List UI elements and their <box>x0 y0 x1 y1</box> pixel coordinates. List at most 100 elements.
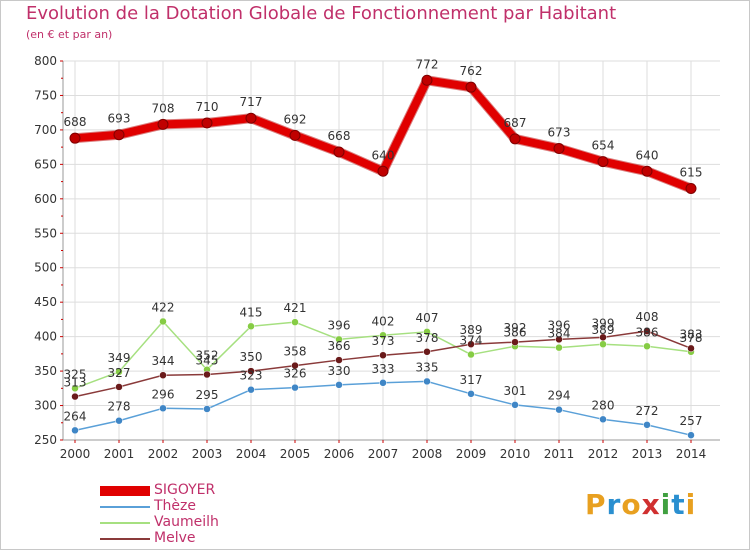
data-point-melve <box>291 361 299 370</box>
data-point-melve <box>335 356 343 364</box>
data-label: 317 <box>460 373 483 387</box>
data-label: 378 <box>416 331 439 345</box>
data-label: 668 <box>328 129 351 143</box>
data-point-sigoyer <box>553 143 565 155</box>
data-point-sigoyer <box>333 146 345 158</box>
data-point-theze <box>71 426 79 435</box>
data-point-melve <box>115 383 123 391</box>
data-point-theze <box>423 377 431 386</box>
data-point-melve <box>687 344 695 353</box>
data-point-theze <box>467 390 475 398</box>
legend-swatch-vaumeilh <box>100 522 150 524</box>
data-label: 374 <box>460 334 483 348</box>
y-tick-label: 500 <box>34 261 57 275</box>
legend-swatch-sigoyer <box>100 486 150 496</box>
x-tick-label: 2001 <box>104 447 135 461</box>
data-label: 673 <box>548 126 571 140</box>
data-label: 313 <box>64 376 87 390</box>
data-label: 278 <box>108 400 131 414</box>
data-point-melve <box>643 327 651 335</box>
data-label: 717 <box>240 95 263 109</box>
logo-letter: x <box>641 488 661 521</box>
y-tick-label: 450 <box>34 295 57 309</box>
data-point-melve <box>423 348 431 356</box>
data-point-theze <box>291 383 299 392</box>
data-label: 710 <box>196 100 219 114</box>
data-label: 762 <box>460 64 483 78</box>
legend-swatch-melve <box>100 538 150 540</box>
data-point-vaumeilh <box>555 343 563 352</box>
legend-label-vaumeilh: Vaumeilh <box>154 514 219 530</box>
data-point-melve <box>467 340 475 348</box>
x-tick-label: 2011 <box>544 447 575 461</box>
data-label: 272 <box>636 404 659 418</box>
data-point-vaumeilh <box>467 350 475 359</box>
data-label: 693 <box>108 112 131 126</box>
y-tick-label: 700 <box>34 123 57 137</box>
data-point-sigoyer <box>69 132 81 144</box>
data-point-theze <box>247 385 255 394</box>
x-tick-label: 2006 <box>324 447 355 461</box>
data-label: 378 <box>680 331 703 345</box>
data-label: 422 <box>152 300 175 314</box>
data-label: 301 <box>504 384 527 398</box>
y-tick-label: 750 <box>34 88 57 102</box>
data-label: 389 <box>592 323 615 337</box>
data-point-theze <box>379 379 387 387</box>
data-label: 640 <box>372 148 395 162</box>
logo-letter: r <box>606 488 622 521</box>
data-point-vaumeilh <box>71 384 79 393</box>
x-tick-label: 2000 <box>60 447 91 461</box>
data-point-melve <box>379 351 387 359</box>
logo-letter: i <box>660 488 672 521</box>
data-point-theze <box>687 431 695 439</box>
y-tick-label: 250 <box>34 433 57 447</box>
data-label: 384 <box>548 327 571 341</box>
data-label: 335 <box>416 360 439 374</box>
data-point-theze <box>555 405 563 414</box>
data-point-sigoyer <box>421 74 433 86</box>
logo-letter: t <box>671 488 686 521</box>
x-tick-label: 2003 <box>192 447 223 461</box>
data-point-sigoyer <box>641 165 653 177</box>
x-tick-label: 2005 <box>280 447 311 461</box>
chart-title: Evolution de la Dotation Globale de Fonc… <box>26 3 617 24</box>
data-point-vaumeilh <box>643 342 651 351</box>
logo-letter: P <box>585 488 607 521</box>
data-point-melve <box>203 370 211 379</box>
data-point-theze <box>335 381 343 389</box>
chart-subtitle: (en € et par an) <box>26 28 113 41</box>
data-label: 350 <box>240 350 263 364</box>
data-point-sigoyer <box>289 129 301 141</box>
data-label: 352 <box>196 349 219 363</box>
data-point-sigoyer <box>157 118 169 130</box>
data-label: 358 <box>284 345 307 359</box>
data-point-vaumeilh <box>291 318 299 326</box>
y-tick-label: 550 <box>34 226 57 240</box>
data-point-sigoyer <box>245 112 257 124</box>
data-point-theze <box>115 416 123 425</box>
y-tick-label: 300 <box>34 399 57 413</box>
data-point-theze <box>203 405 211 413</box>
data-point-sigoyer <box>509 133 521 145</box>
data-point-theze <box>643 421 651 429</box>
data-point-sigoyer <box>113 129 125 141</box>
x-tick-label: 2010 <box>500 447 531 461</box>
logo-letter: i <box>685 488 697 521</box>
data-label: 327 <box>108 366 131 380</box>
data-point-sigoyer <box>597 156 609 168</box>
data-point-vaumeilh <box>379 331 387 340</box>
data-label: 415 <box>240 305 263 319</box>
data-label: 349 <box>108 351 131 365</box>
data-point-melve <box>71 392 79 401</box>
data-label: 323 <box>240 369 263 383</box>
data-label: 326 <box>284 367 307 381</box>
legend-label-melve: Melve <box>154 530 196 546</box>
data-label: 396 <box>548 318 571 332</box>
data-point-melve <box>599 333 607 342</box>
data-label: 264 <box>64 409 87 423</box>
data-label: 373 <box>372 334 395 348</box>
data-label: 386 <box>504 325 527 339</box>
x-tick-label: 2002 <box>148 447 179 461</box>
